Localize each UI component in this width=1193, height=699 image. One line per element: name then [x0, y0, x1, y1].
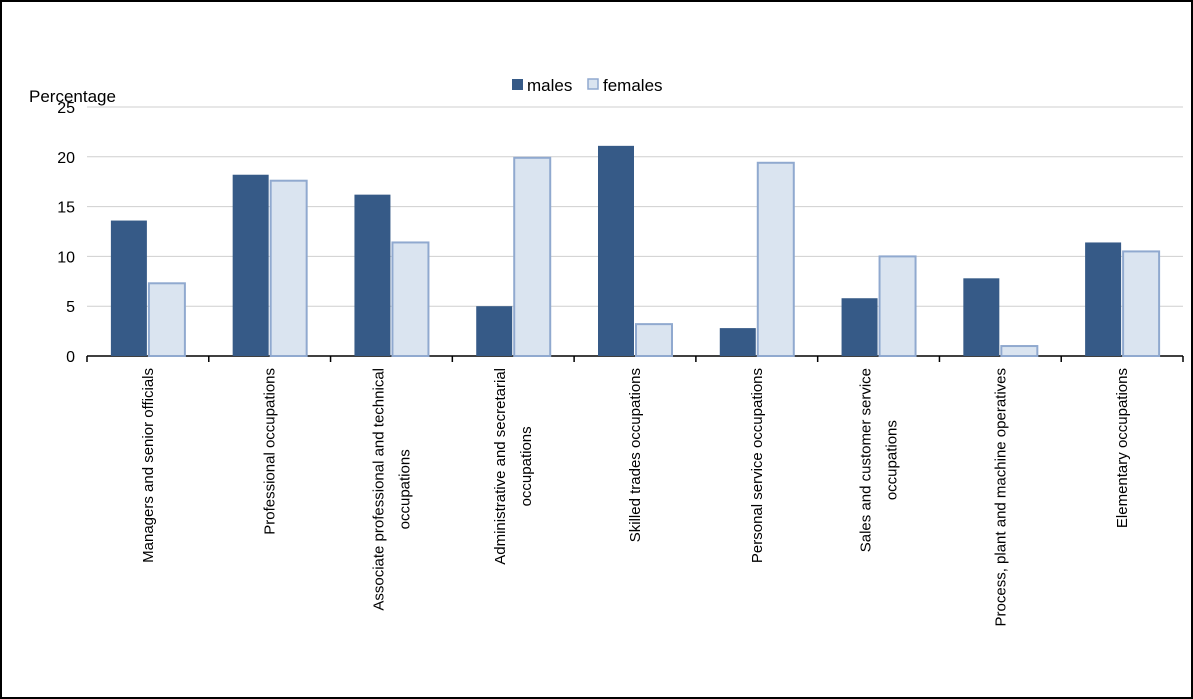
bar-females: [269, 179, 308, 357]
x-tick-label: Personal service occupations: [749, 368, 766, 563]
x-tick-label: Elementary occupations: [1114, 368, 1131, 528]
bar-females: [635, 323, 673, 357]
x-tick-label: Sales and customer service occupations: [858, 368, 901, 552]
y-axis-label: Percentage: [29, 87, 116, 106]
y-tick-label: 10: [57, 249, 75, 266]
y-tick-label: 25: [57, 100, 75, 117]
bar-females: [1000, 345, 1039, 358]
x-tick-label: Professional occupations: [262, 368, 279, 535]
bar-females: [391, 241, 430, 357]
bar-males: [598, 145, 634, 356]
bar-females: [147, 282, 186, 357]
legend-swatch-males: [512, 79, 523, 90]
bar-males: [719, 328, 756, 356]
x-tick-label: Managers and senior officials: [140, 368, 157, 563]
x-tick-label: Skilled trades occupations: [627, 368, 644, 542]
bar-females: [513, 156, 552, 357]
bar-males: [232, 174, 269, 356]
bar-males: [963, 278, 1000, 356]
y-tick-label: 5: [66, 299, 75, 316]
y-tick-label: 20: [57, 150, 75, 167]
bar-males: [354, 194, 391, 356]
x-tick-label: Administrative and secretarial occupation…: [492, 368, 535, 565]
bar-females: [878, 255, 917, 357]
bar-males: [1085, 242, 1122, 356]
legend-label-females: females: [603, 76, 663, 95]
bar-males: [841, 298, 878, 356]
x-tick-label: Associate professional and technical occu…: [370, 368, 413, 611]
y-tick-label: 15: [57, 200, 75, 217]
bar-males: [476, 306, 513, 356]
legend-swatch-females: [587, 78, 599, 90]
bar-females: [1122, 250, 1161, 357]
x-tick-label: Process, plant and machine operatives: [992, 368, 1009, 626]
bar-males: [110, 220, 147, 356]
y-tick-label: 0: [66, 349, 75, 366]
legend-label-males: males: [527, 76, 572, 95]
bar-females: [756, 161, 795, 357]
